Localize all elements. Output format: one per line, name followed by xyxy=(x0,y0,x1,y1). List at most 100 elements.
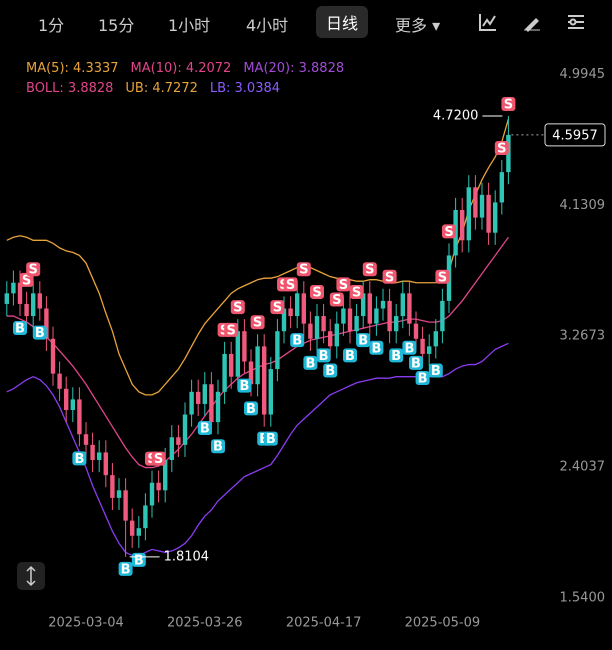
buy-signal xyxy=(237,378,252,393)
buy-signal xyxy=(211,439,225,454)
sell-signal xyxy=(283,277,298,292)
tab[interactable]: 4小时 xyxy=(246,16,289,35)
signal-label: B xyxy=(418,372,428,387)
tab-active[interactable]: 日线 xyxy=(316,6,369,38)
candle-body xyxy=(136,528,141,536)
candle-body xyxy=(64,388,69,410)
candle-body xyxy=(110,475,115,498)
buy-signal xyxy=(409,355,423,370)
settings-icon[interactable] xyxy=(566,12,586,32)
buy-signal xyxy=(415,371,430,386)
buy-signal xyxy=(303,355,318,370)
signal-label: B xyxy=(319,349,329,364)
signal-label: B xyxy=(134,553,144,568)
candle-body xyxy=(400,293,405,317)
high-label: 4.7200 xyxy=(433,109,479,124)
signal-label: B xyxy=(358,334,368,349)
signal-label: B xyxy=(239,379,249,394)
candle-body xyxy=(176,437,181,445)
candle-body xyxy=(196,391,201,404)
signal-label: B xyxy=(411,356,421,371)
candle-body xyxy=(123,490,128,521)
buy-signal xyxy=(72,451,87,466)
indicator-line xyxy=(6,118,510,396)
candle-body xyxy=(215,391,221,423)
sell-signal xyxy=(494,141,509,155)
signal-label: S xyxy=(332,293,341,308)
sell-signal xyxy=(501,97,516,112)
buy-signal xyxy=(389,348,404,363)
signal-label: S xyxy=(29,263,38,278)
candle-body xyxy=(288,308,293,317)
indicator-icon[interactable] xyxy=(478,12,498,32)
candle-body xyxy=(394,316,399,332)
signal-label: S xyxy=(299,263,308,278)
buy-signal xyxy=(32,325,47,340)
candle-body xyxy=(163,460,168,491)
candle-body xyxy=(97,452,102,460)
signal-label: S xyxy=(312,285,321,300)
signal-label: S xyxy=(444,225,453,240)
sell-signal xyxy=(26,262,41,277)
low-label: 1.8104 xyxy=(164,549,210,564)
sell-signal xyxy=(151,451,166,466)
candle-body xyxy=(229,353,234,377)
y-tick-label: 3.2673 xyxy=(560,329,606,344)
sell-signal xyxy=(382,269,397,284)
candle-body xyxy=(301,293,306,324)
tab[interactable]: 更多 xyxy=(395,16,428,35)
candle-body xyxy=(17,282,23,304)
candle-body xyxy=(473,187,478,218)
signal-label: S xyxy=(273,301,282,316)
signal-label: B xyxy=(246,402,256,417)
toolbar: 1分 15分 1小时 4小时 日线 更多 ▾ xyxy=(0,0,612,44)
candle-body xyxy=(341,308,346,324)
signal-label: B xyxy=(35,326,45,341)
tab[interactable]: 1小时 xyxy=(168,16,211,35)
candle-body xyxy=(143,505,148,529)
candle-body xyxy=(222,353,227,392)
candle-body xyxy=(57,373,62,389)
buy-signal xyxy=(290,333,305,348)
candle-body xyxy=(24,303,29,317)
candle-body xyxy=(281,308,287,332)
sell-signal xyxy=(224,322,239,337)
candle-body xyxy=(295,293,300,317)
x-tick-label: 2025-04-17 xyxy=(286,616,362,631)
candle-body xyxy=(407,293,412,324)
signal-label: B xyxy=(345,349,355,364)
signal-label: S xyxy=(365,263,374,278)
sell-signal xyxy=(336,277,351,292)
candle-body xyxy=(440,300,445,332)
tab-more[interactable]: 更多 ▾ xyxy=(395,16,441,35)
last-price-label: 4.5957 xyxy=(552,128,598,143)
candle-body xyxy=(493,202,498,233)
candle-body xyxy=(31,293,36,317)
buy-signal xyxy=(118,561,133,576)
candle-body xyxy=(169,437,174,460)
signal-label: B xyxy=(305,356,315,371)
legend-entry: MA(20): 3.8828 xyxy=(243,61,344,76)
sell-signal xyxy=(310,284,324,299)
candle-body xyxy=(116,490,122,498)
candle-body xyxy=(367,293,372,324)
signal-label: B xyxy=(325,364,335,379)
candle-body xyxy=(275,331,280,370)
legend-row: BOLL: 3.8828 UB: 4.7272 LB: 3.0384 xyxy=(26,81,280,96)
candle-body xyxy=(37,293,42,309)
sell-signal xyxy=(296,262,311,277)
x-tick-label: 2025-03-04 xyxy=(48,616,124,631)
candle-body xyxy=(103,452,108,476)
signal-label: B xyxy=(404,341,414,356)
candle-body xyxy=(328,331,333,347)
candle-body xyxy=(189,391,194,415)
legend-entry: MA(5): 4.3337 xyxy=(26,61,119,76)
tab[interactable]: 1分 xyxy=(38,16,65,35)
draw-icon[interactable] xyxy=(522,12,542,32)
sell-signal xyxy=(270,300,285,315)
candle-body xyxy=(70,399,75,410)
buy-signal xyxy=(131,552,146,567)
tab[interactable]: 15分 xyxy=(98,16,135,35)
candle-body xyxy=(50,338,56,374)
